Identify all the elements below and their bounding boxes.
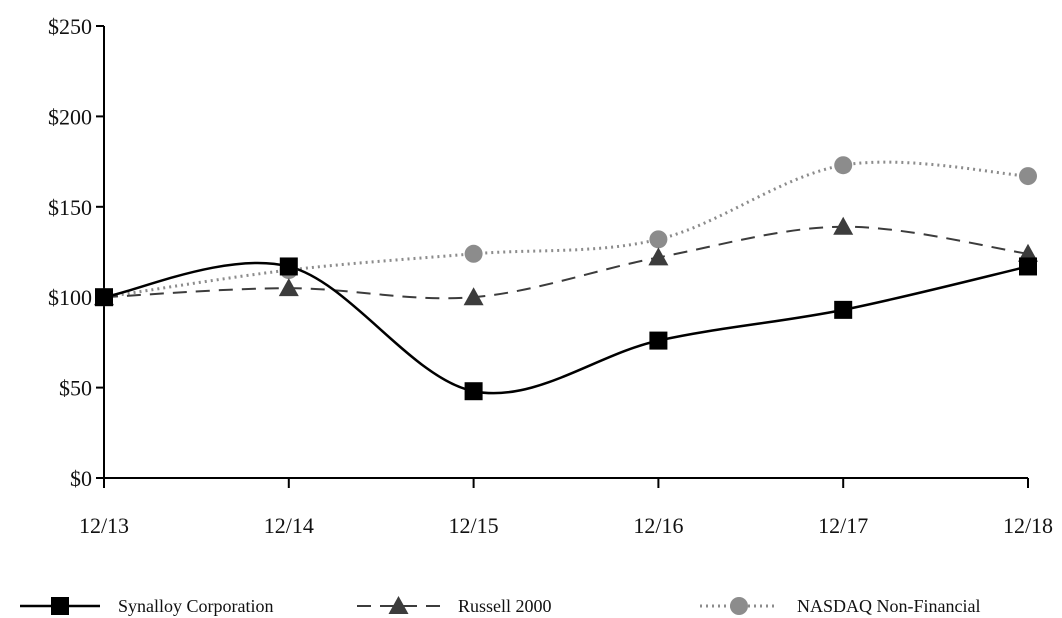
data-point-triangle [1018, 243, 1038, 262]
legend-label: NASDAQ Non-Financial [797, 596, 980, 616]
y-tick-label: $200 [48, 104, 92, 129]
data-point-square [1019, 257, 1037, 276]
series-line [103, 225, 1029, 300]
y-tick-label: $50 [59, 376, 92, 401]
legend: Synalloy Corporation Russell 2000 NASDAQ N… [20, 596, 980, 616]
data-point-circle [1019, 167, 1037, 186]
y-tick-label: $0 [70, 466, 92, 491]
axes: $0 $50 $100 $150 $200 $250 12/13 12/14 12/15 12/1… [48, 14, 1053, 538]
x-tick-label: 12/15 [449, 513, 499, 538]
y-tick-label: $100 [48, 285, 92, 310]
x-tick-label: 12/16 [633, 513, 683, 538]
legend-label: Russell 2000 [458, 596, 552, 616]
legend-marker-square [51, 597, 69, 615]
x-tick-label: 12/13 [79, 513, 129, 538]
data-point-triangle [648, 247, 669, 266]
data-point-square [649, 331, 668, 350]
data-point-circle [649, 230, 668, 249]
data-point-triangle [463, 287, 484, 306]
x-tick-label: 12/18 [1003, 513, 1053, 538]
y-tick-label: $250 [48, 14, 92, 39]
data-point-square [834, 300, 853, 319]
series-lines [103, 160, 1029, 395]
x-tick-label: 12/17 [818, 513, 868, 538]
data-point-square [279, 257, 298, 276]
data-point-square [95, 288, 113, 307]
y-tick-label: $150 [48, 195, 92, 220]
legend-marker-triangle [388, 596, 409, 614]
data-point-triangle [278, 278, 299, 297]
x-tick-label: 12/14 [264, 513, 314, 538]
legend-marker-circle [730, 597, 748, 615]
data-point-triangle [833, 216, 854, 235]
data-point-square [464, 382, 483, 401]
data-point-circle [464, 244, 483, 263]
data-markers [94, 156, 1038, 401]
legend-label: Synalloy Corporation [118, 596, 274, 616]
data-point-circle [834, 156, 853, 175]
series-line [103, 261, 1029, 395]
